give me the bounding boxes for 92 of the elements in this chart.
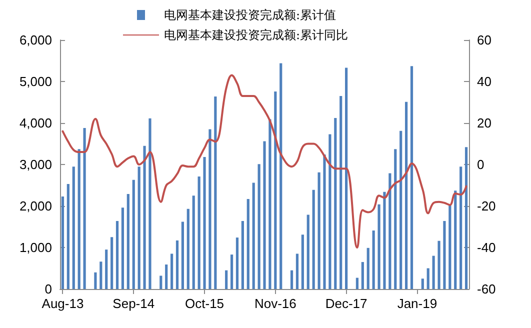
- x-tick-label: Sep-14: [112, 296, 155, 311]
- bar: [132, 180, 135, 289]
- bar: [246, 198, 250, 289]
- bar: [241, 220, 244, 289]
- bar: [454, 190, 457, 289]
- bar: [176, 240, 179, 289]
- bar: [263, 141, 266, 289]
- bar: [404, 102, 408, 289]
- bar: [252, 182, 255, 289]
- bar: [280, 63, 282, 289]
- bar: [100, 262, 102, 289]
- x-tick-label: Nov-16: [254, 296, 296, 311]
- y-tick-label: 1,000: [19, 240, 52, 255]
- y-tick-label: 3,000: [19, 157, 52, 172]
- bar: [236, 238, 239, 289]
- legend-label: 电网基本建设投资完成额:累计值: [164, 8, 336, 22]
- bar: [345, 68, 348, 289]
- bar: [165, 264, 168, 289]
- bar: [274, 91, 277, 289]
- y2-tick-label: -20: [477, 198, 496, 214]
- y2-tick-label: 20: [477, 116, 492, 130]
- bar: [372, 230, 375, 289]
- bar: [460, 166, 462, 289]
- x-tick-label: Dec-17: [325, 296, 368, 311]
- y2-tick-label: 60: [477, 32, 492, 48]
- bar: [328, 134, 332, 289]
- bar: [301, 234, 304, 289]
- bar: [198, 176, 200, 289]
- bar: [268, 119, 272, 289]
- bar: [400, 130, 402, 289]
- bar: [110, 237, 114, 289]
- bar: [170, 254, 174, 289]
- bar: [296, 254, 299, 289]
- bar: [340, 96, 342, 289]
- bar: [138, 166, 140, 289]
- bar: [258, 164, 260, 289]
- bar: [306, 214, 310, 289]
- bar: [214, 96, 217, 289]
- bar: [443, 220, 446, 289]
- bar: [323, 154, 326, 289]
- bar: [225, 270, 228, 289]
- bar: [78, 149, 80, 289]
- bar: [464, 147, 468, 289]
- bar: [148, 118, 152, 289]
- x-tick-label: Aug-13: [42, 296, 84, 311]
- legend-label: 电网基本建设投资完成额:累计同比: [164, 28, 348, 42]
- line-series: [62, 74, 468, 248]
- bar: [116, 220, 119, 289]
- bar: [208, 129, 212, 289]
- bar: [61, 196, 64, 289]
- bar: [72, 166, 75, 289]
- y-tick-label: 0: [44, 282, 52, 296]
- y-tick-label: 4,000: [19, 116, 52, 130]
- bar: [378, 204, 380, 289]
- y-tick-label: 6,000: [19, 32, 52, 48]
- bar: [421, 278, 424, 289]
- bar: [432, 256, 435, 289]
- y-tick-label: 2,000: [19, 198, 52, 214]
- bar: [448, 205, 452, 289]
- bar: [426, 268, 430, 289]
- bar: [356, 278, 359, 289]
- bar: [366, 248, 370, 289]
- bar: [410, 66, 414, 289]
- y2-tick-label: -60: [477, 282, 496, 296]
- bar: [105, 250, 108, 289]
- bar: [388, 173, 392, 289]
- x-tick-label: Oct-15: [185, 296, 224, 311]
- bar: [438, 240, 440, 289]
- y-tick-label: 5,000: [19, 74, 52, 89]
- bar: [334, 118, 337, 289]
- bar: [230, 254, 234, 289]
- bar: [361, 262, 364, 289]
- bar: [383, 192, 386, 289]
- bar: [126, 194, 130, 289]
- bar: [83, 128, 86, 289]
- bar: [143, 146, 146, 289]
- bar: [181, 222, 184, 289]
- bar: [192, 196, 195, 289]
- bar: [203, 157, 206, 289]
- y2-tick-label: -40: [477, 240, 496, 255]
- bar: [318, 172, 320, 289]
- bar: [394, 149, 397, 289]
- y2-tick-label: 0: [477, 157, 484, 172]
- bar: [186, 208, 190, 289]
- x-tick-label: Jan-19: [397, 296, 438, 311]
- bar: [94, 272, 97, 289]
- bar: [312, 190, 315, 289]
- bar: [290, 270, 294, 289]
- bar: [66, 184, 70, 289]
- y2-tick-label: 40: [477, 74, 492, 89]
- bar: [160, 276, 162, 289]
- bar: [121, 208, 124, 289]
